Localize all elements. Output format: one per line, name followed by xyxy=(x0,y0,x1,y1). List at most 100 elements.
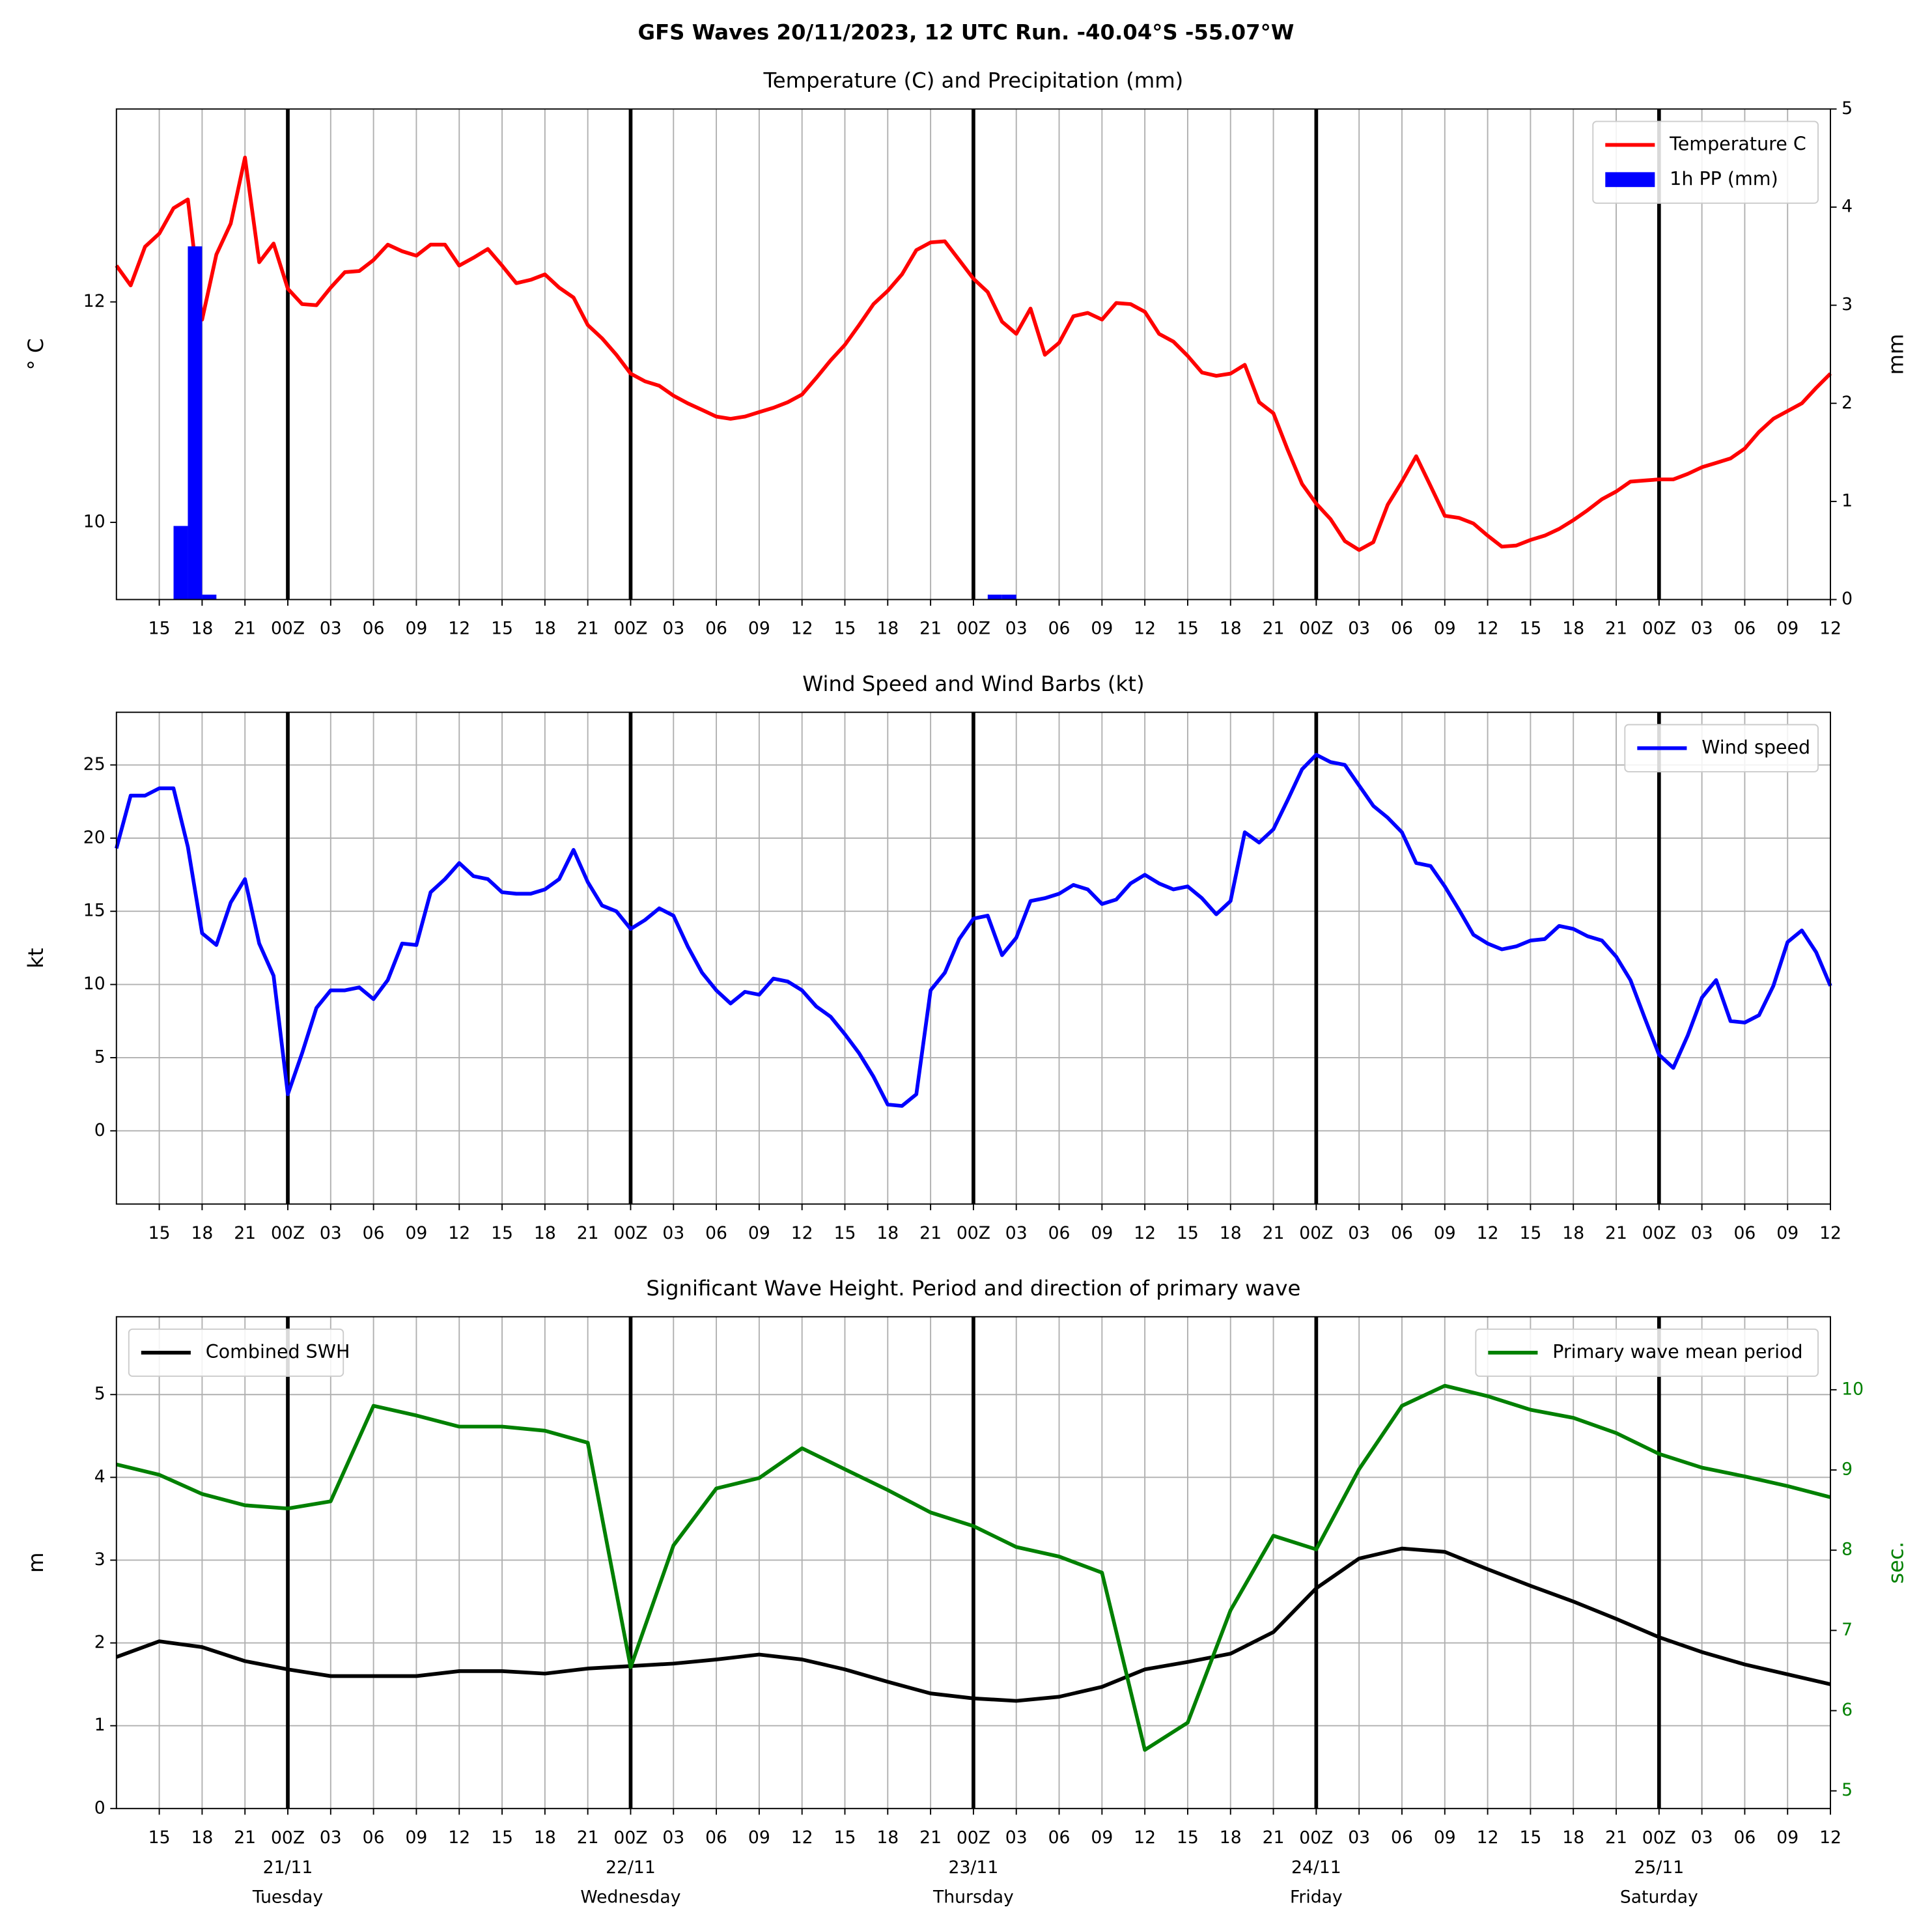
legend-box xyxy=(1624,724,1819,772)
x-tick-label: 15 xyxy=(1177,619,1199,639)
x-tick-label: 06 xyxy=(1048,1223,1071,1243)
x-tick-label: 21 xyxy=(1263,1223,1285,1243)
x-tick-label: 21 xyxy=(577,619,599,639)
legend-label: Combined SWH xyxy=(206,1341,350,1362)
x-tick-label: 00Z xyxy=(613,619,647,639)
bar xyxy=(188,246,203,600)
x-tick-label: 12 xyxy=(1819,619,1841,639)
line xyxy=(115,1546,1831,1703)
x-tick-label: 00Z xyxy=(957,619,990,639)
x-tick-label: 18 xyxy=(1220,1828,1242,1848)
y2-tick-label: 7 xyxy=(1841,1620,1853,1640)
x-tick-label: 06 xyxy=(1391,1828,1413,1848)
x-tick-label: 21 xyxy=(919,1828,942,1848)
x-tick-label: 12 xyxy=(1134,1223,1156,1243)
x-tick-label: 09 xyxy=(1434,1223,1456,1243)
x-tick-label: 18 xyxy=(534,1828,556,1848)
y2-axis-label: sec. xyxy=(1884,1542,1909,1584)
chart-title: Wind Speed and Wind Barbs (kt) xyxy=(802,671,1144,696)
legend-label: 1h PP (mm) xyxy=(1670,168,1778,190)
x-tick-label: 09 xyxy=(1091,1223,1113,1243)
plot-frame xyxy=(115,711,1831,1205)
plot-frame xyxy=(115,1316,1831,1809)
x-tick-label: 18 xyxy=(191,1828,213,1848)
y-axis-label: ° C xyxy=(23,338,48,370)
legend-swatch xyxy=(1605,172,1655,188)
x-tick-label: 21 xyxy=(1263,619,1285,639)
x-tick-label: 21 xyxy=(234,1828,256,1848)
x-tick-label: 12 xyxy=(1819,1828,1841,1848)
x-tick-label: 03 xyxy=(1005,619,1028,639)
x-tick-label: 15 xyxy=(148,1223,171,1243)
x-tick-label: 21 xyxy=(577,1828,599,1848)
x-tick-label: 06 xyxy=(1391,619,1413,639)
x-tick-label: 18 xyxy=(191,619,213,639)
x-tick-label: 03 xyxy=(1005,1828,1028,1848)
legend: Temperature C 1h PP (mm) xyxy=(1592,120,1819,204)
x-tick-label: 18 xyxy=(1562,1223,1584,1243)
x-tick-label: 18 xyxy=(876,619,899,639)
y2-tick-label: 0 xyxy=(1841,589,1853,609)
x-tick-label: 03 xyxy=(662,619,684,639)
legend-label: Wind speed xyxy=(1701,737,1810,758)
x-tick-label: 21 xyxy=(1605,1223,1627,1243)
x-tick-label: 12 xyxy=(1819,1223,1841,1243)
line xyxy=(115,752,1832,1108)
x-tick-label: 09 xyxy=(405,1223,427,1243)
legend-label: Primary wave mean period xyxy=(1552,1341,1802,1362)
x-tick-label: 21 xyxy=(577,1223,599,1243)
y-tick-label: 3 xyxy=(94,1549,105,1570)
figure-title: GFS Waves 20/11/2023, 12 UTC Run. -40.04… xyxy=(638,20,1295,44)
x-tick-label: 09 xyxy=(1776,1828,1799,1848)
x-tick-label: 03 xyxy=(1005,1223,1028,1243)
x-tick-label: 18 xyxy=(876,1828,899,1848)
x-tick-label: 06 xyxy=(363,619,385,639)
x-tick-label: 12 xyxy=(1134,1828,1156,1848)
x-tick-label: 06 xyxy=(1048,1828,1071,1848)
x-tick-label: 03 xyxy=(1691,1828,1713,1848)
x-tick-label: 03 xyxy=(320,1828,342,1848)
x-tick-label: 12 xyxy=(791,1828,813,1848)
y-tick-label: 10 xyxy=(83,974,105,994)
line xyxy=(116,1383,1831,1752)
y-tick-label: 20 xyxy=(83,827,105,847)
x-tick-label: 00Z 22/11 Wednesday xyxy=(580,1828,680,1907)
y2-tick-label: 2 xyxy=(1841,393,1853,413)
bar xyxy=(202,595,217,600)
x-tick-label: 09 xyxy=(405,619,427,639)
x-tick-label: 18 xyxy=(191,1223,213,1243)
x-tick-label: 15 xyxy=(491,619,513,639)
x-tick-label: 12 xyxy=(1477,619,1499,639)
x-tick-label: 12 xyxy=(448,1223,470,1243)
x-tick-label: 03 xyxy=(1348,619,1370,639)
x-tick-label: 00Z xyxy=(1299,619,1333,639)
legend-box xyxy=(1475,1328,1819,1377)
y-tick-label: 10 xyxy=(83,512,105,532)
x-tick-label: 15 xyxy=(491,1828,513,1848)
x-tick-label: 00Z xyxy=(613,1223,647,1243)
x-tick-label: 03 xyxy=(1691,619,1713,639)
x-tick-label: 12 xyxy=(1477,1828,1499,1848)
x-tick-label: 06 xyxy=(363,1223,385,1243)
x-tick-label: 12 xyxy=(791,1223,813,1243)
x-tick-label: 00Z xyxy=(957,1223,990,1243)
legend: Combined SWH xyxy=(128,1328,350,1377)
x-tick-label: 18 xyxy=(1562,619,1584,639)
x-tick-label: 15 xyxy=(148,619,171,639)
x-tick-label: 21 xyxy=(234,619,256,639)
x-tick-label: 18 xyxy=(534,619,556,639)
legend: Primary wave mean period xyxy=(1475,1328,1819,1377)
x-tick-label: 00Z xyxy=(271,1223,305,1243)
x-tick-label: 06 xyxy=(1733,619,1756,639)
y2-tick-label: 5 xyxy=(1841,98,1853,119)
line xyxy=(115,156,1832,552)
y2-tick-label: 9 xyxy=(1841,1460,1853,1480)
bar xyxy=(987,595,1002,600)
x-tick-label: 18 xyxy=(1220,1223,1242,1243)
y-tick-label: 5 xyxy=(94,1384,105,1404)
x-tick-label: 09 xyxy=(1434,1828,1456,1848)
x-tick-label: 06 xyxy=(1733,1828,1756,1848)
y2-tick-label: 10 xyxy=(1841,1379,1864,1399)
x-tick-label: 12 xyxy=(1477,1223,1499,1243)
